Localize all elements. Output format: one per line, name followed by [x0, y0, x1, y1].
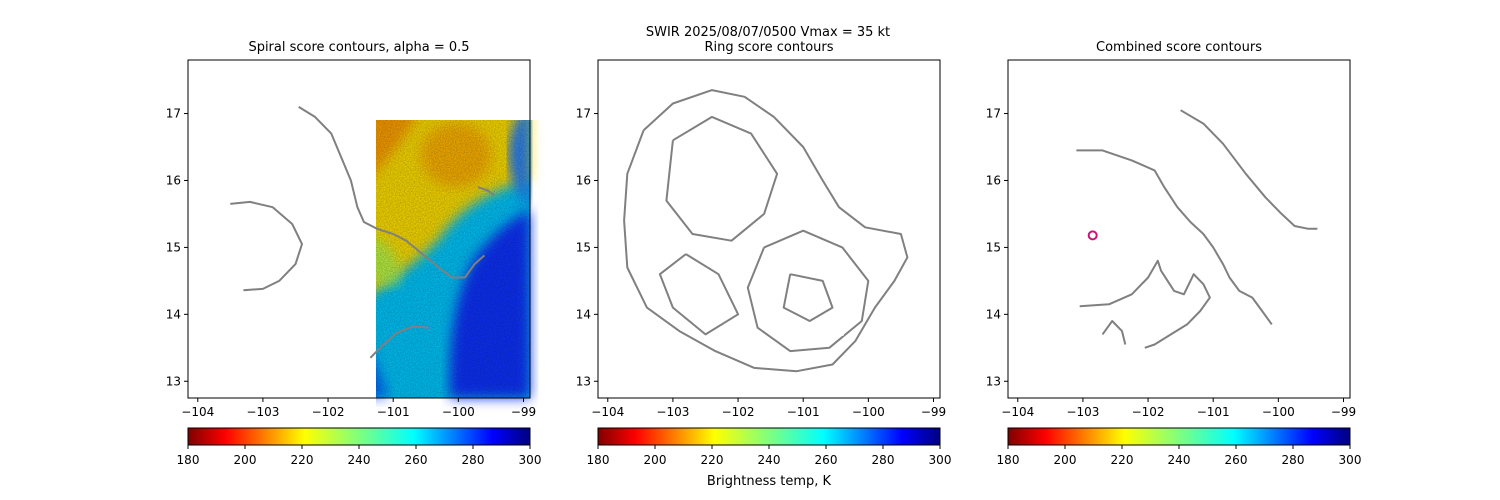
- suptitle: SWIR 2025/08/07/0500 Vmax = 35 kt: [646, 25, 890, 40]
- combined-center-circle-marker: [1087, 230, 1098, 241]
- x-tick-label: −104: [1001, 405, 1034, 419]
- y-tick-label: 15: [166, 240, 181, 254]
- score-contour: [1076, 149, 1273, 325]
- colorbar-tick-label: 240: [348, 453, 371, 467]
- x-tick-label: −101: [1197, 405, 1230, 419]
- y-tick-label: 16: [166, 173, 181, 187]
- ring-center-square-marker: [834, 326, 844, 336]
- contour-group: [1076, 109, 1318, 349]
- plot-frame: [1007, 59, 1351, 399]
- x-tick-label: −100: [852, 405, 885, 419]
- x-tick-label: −101: [787, 405, 820, 419]
- x-tick-label: −103: [656, 405, 689, 419]
- x-tick-label: −99: [1331, 405, 1356, 419]
- brightness-temp-image: [178, 60, 530, 398]
- score-contour: [369, 325, 430, 359]
- y-tick-label: 14: [166, 307, 181, 321]
- colorbar-tick-label: 200: [644, 453, 667, 467]
- colorbar-tick-label: 280: [1282, 453, 1305, 467]
- colorbar-tick-label: 240: [758, 453, 781, 467]
- panel-1: Spiral score contours, alpha = 0.5 −104 −1…: [166, 40, 542, 467]
- colorbar-tick-label: 220: [291, 453, 314, 467]
- colorbar-tick-label: 200: [234, 453, 257, 467]
- colorbar-tick-label: 260: [405, 453, 428, 467]
- panel-title: Spiral score contours, alpha = 0.5: [248, 40, 469, 55]
- panel-3: Combined score contours −104 −103 −102 −101 −…: [986, 40, 1362, 467]
- score-contour: [1180, 109, 1318, 230]
- colorbar-tick-label: 180: [997, 453, 1020, 467]
- colorbar-tick-label: 280: [872, 453, 895, 467]
- score-contour: [665, 115, 779, 242]
- plot-frame: [597, 59, 941, 399]
- colorbar-tick-label: 300: [519, 453, 542, 467]
- colorbar-tick-label: 200: [1054, 453, 1077, 467]
- x-tick-label: −100: [442, 405, 475, 419]
- y-tick-label: 13: [986, 374, 1001, 388]
- panel-title: Combined score contours: [1096, 40, 1262, 55]
- x-tick-label: −103: [1066, 405, 1099, 419]
- y-tick-label: 15: [986, 240, 1001, 254]
- y-tick-label: 16: [986, 173, 1001, 187]
- score-contour: [477, 186, 495, 197]
- panel-2: Ring score contours −104 −103 −102 −101 −100 −…: [576, 40, 952, 467]
- center-plus-marker: [356, 224, 365, 233]
- plot-frame: [187, 59, 531, 399]
- y-tick-label: 16: [576, 173, 591, 187]
- colorbar-tick-label: 220: [701, 453, 724, 467]
- y-tick-label: 14: [576, 307, 591, 321]
- score-contour: [623, 89, 909, 373]
- score-contour: [782, 273, 834, 322]
- y-tick-label: 17: [986, 107, 1001, 121]
- y-tick-label: 13: [166, 374, 181, 388]
- score-contour: [298, 106, 486, 279]
- contour-group: [623, 89, 909, 373]
- x-tick-label: −99: [511, 405, 536, 419]
- colorbar-tick-label: 300: [929, 453, 952, 467]
- panel-title: Ring score contours: [704, 40, 833, 55]
- x-tick-label: −104: [181, 405, 214, 419]
- x-tick-label: −100: [1262, 405, 1295, 419]
- colorbar-label: Brightness temp, K: [707, 474, 832, 489]
- x-tick-label: −102: [722, 405, 755, 419]
- y-tick-label: 15: [576, 240, 591, 254]
- y-tick-label: 17: [166, 107, 181, 121]
- x-tick-label: −101: [377, 405, 410, 419]
- colorbar-tick-label: 220: [1111, 453, 1134, 467]
- colorbar: [597, 427, 941, 446]
- score-contour: [746, 229, 870, 353]
- colorbar: [1007, 427, 1351, 446]
- x-tick-label: −99: [921, 405, 946, 419]
- center-plus-marker: [1176, 224, 1185, 233]
- colorbar-tick-label: 260: [1225, 453, 1248, 467]
- x-tick-label: −102: [1132, 405, 1165, 419]
- colorbar-tick-label: 300: [1339, 453, 1362, 467]
- colorbar-tick-label: 180: [177, 453, 200, 467]
- x-tick-label: −104: [591, 405, 624, 419]
- score-contour: [1101, 320, 1127, 345]
- contour-group: [230, 106, 495, 359]
- y-tick-label: 13: [576, 374, 591, 388]
- x-tick-label: −103: [246, 405, 279, 419]
- colorbar-tick-label: 280: [462, 453, 485, 467]
- x-tick-label: −102: [312, 405, 345, 419]
- colorbar-tick-label: 240: [1168, 453, 1191, 467]
- brightness-temp-image: [998, 60, 1350, 398]
- colorbar: [187, 427, 531, 446]
- colorbar-tick-label: 260: [815, 453, 838, 467]
- score-contour: [230, 200, 303, 292]
- y-tick-label: 14: [986, 307, 1001, 321]
- colorbar-tick-label: 180: [587, 453, 610, 467]
- y-tick-label: 17: [576, 107, 591, 121]
- score-contour: [1079, 259, 1211, 349]
- score-contour: [658, 253, 740, 336]
